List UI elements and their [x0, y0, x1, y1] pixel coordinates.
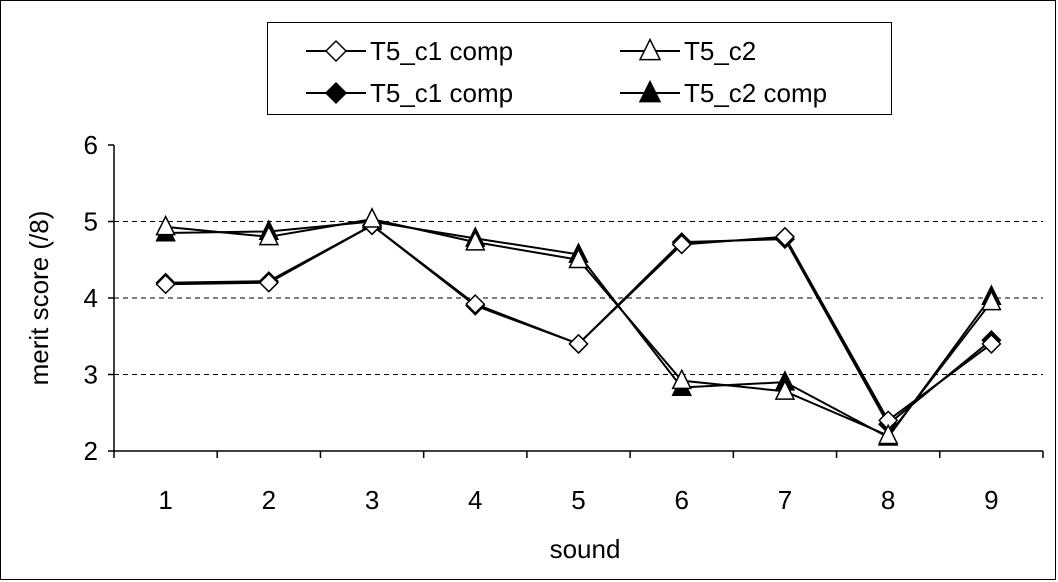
legend-marker [324, 39, 348, 63]
x-tick-label: 5 [571, 485, 585, 515]
data-point [877, 423, 899, 445]
data-point [361, 207, 383, 228]
data-point [155, 214, 176, 236]
data-point [465, 230, 486, 251]
x-tick-label: 2 [262, 485, 276, 515]
data-point [981, 289, 1002, 311]
legend-label: T5_c1 comp [370, 78, 513, 108]
x-tick-label: 1 [158, 485, 172, 515]
y-ticks: 2 3 4 5 6 [84, 130, 114, 466]
legend-marker [638, 79, 662, 103]
data-point [671, 234, 692, 255]
legend-label: T5_c1 comp [370, 36, 513, 66]
legend-marker [324, 81, 348, 105]
legend: T5_c1 comp T5_c2 T5_c1 comp T5_c2 comp [267, 22, 892, 115]
x-tick-label: 8 [881, 485, 895, 515]
y-axis-label: merit score (/8) [24, 211, 54, 386]
legend-marker [638, 37, 662, 61]
y-tick-label: 6 [84, 130, 98, 160]
y-tick-label: 5 [84, 207, 98, 237]
series-group [155, 207, 1002, 446]
x-axis-label: sound [550, 534, 621, 564]
series-2 [155, 207, 1002, 445]
legend-label: T5_c2 comp [684, 78, 827, 108]
data-point [465, 294, 486, 315]
y-tick-label: 3 [84, 360, 98, 390]
data-point [258, 224, 280, 246]
x-tick-label: 6 [674, 485, 688, 515]
legend-item: T5_c1 comp [306, 36, 513, 66]
data-point [774, 226, 796, 247]
legend-item: T5_c1 comp [306, 78, 513, 108]
data-point [671, 368, 692, 390]
series-4 [155, 209, 1002, 446]
data-point [568, 247, 589, 269]
data-point [155, 274, 176, 295]
y-tick-label: 2 [84, 436, 98, 466]
x-tick-label: 7 [778, 485, 792, 515]
data-point [568, 333, 589, 354]
x-tick-label: 4 [468, 485, 482, 515]
legend-item: T5_c2 [620, 36, 756, 66]
x-tick-label: 3 [365, 485, 379, 515]
y-tick-label: 4 [84, 283, 98, 313]
x-tick-label: 9 [984, 485, 998, 515]
data-point [774, 379, 796, 400]
data-point [258, 272, 279, 293]
legend-label: T5_c2 [684, 36, 756, 66]
legend-item: T5_c2 comp [620, 78, 827, 108]
x-ticks: 1 2 3 4 5 6 7 8 9 [113, 451, 1044, 515]
data-point [981, 333, 1002, 354]
legend-svg: T5_c1 comp T5_c2 T5_c1 comp T5_c2 comp [306, 36, 827, 108]
